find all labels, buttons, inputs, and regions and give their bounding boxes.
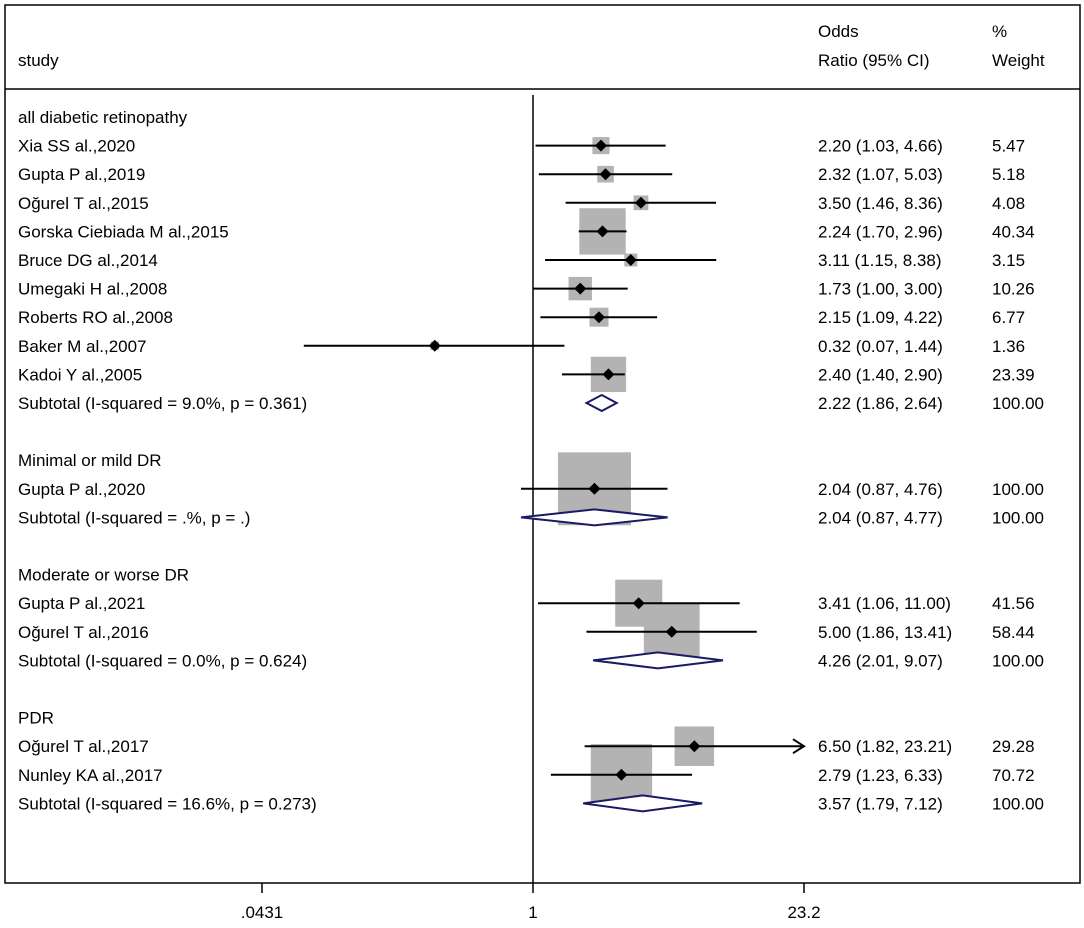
subtotal-label: Subtotal (I-squared = 9.0%, p = 0.361) xyxy=(18,394,307,413)
study-label: Bruce DG al.,2014 xyxy=(18,251,158,270)
point-estimate xyxy=(634,196,647,209)
subtotal-ci-text: 2.22 (1.86, 2.64) xyxy=(818,394,943,413)
subtotal-weight-text: 100.00 xyxy=(992,794,1044,813)
study-ci-text: 2.79 (1.23, 6.33) xyxy=(818,766,943,785)
study-weight-text: 40.34 xyxy=(992,222,1035,241)
subtotal-label: Subtotal (I-squared = 16.6%, p = 0.273) xyxy=(18,794,317,813)
x-tick-label: 23.2 xyxy=(787,903,820,922)
study-weight-text: 58.44 xyxy=(992,623,1035,642)
study-weight-text: 29.28 xyxy=(992,737,1035,756)
odds-ratio-header-line2: Ratio (95% CI) xyxy=(818,51,929,70)
point-estimate xyxy=(594,139,607,152)
point-estimate xyxy=(596,225,609,238)
study-weight-text: 6.77 xyxy=(992,308,1025,327)
subtotal-label: Subtotal (I-squared = 0.0%, p = 0.624) xyxy=(18,651,307,670)
subtotal-ci-text: 2.04 (0.87, 4.77) xyxy=(818,508,943,527)
subtotal-weight-text: 100.00 xyxy=(992,508,1044,527)
study-ci-text: 2.24 (1.70, 2.96) xyxy=(818,222,943,241)
subtotal-weight-text: 100.00 xyxy=(992,651,1044,670)
point-estimate xyxy=(588,482,601,495)
plot-frame xyxy=(4,4,1081,884)
x-tick-label: 1 xyxy=(528,903,537,922)
study-weight-text: 3.15 xyxy=(992,251,1025,270)
study-weight-text: 10.26 xyxy=(992,280,1035,299)
study-column-header: study xyxy=(18,51,59,70)
study-ci-text: 2.20 (1.03, 4.66) xyxy=(818,137,943,156)
group-heading: all diabetic retinopathy xyxy=(18,108,188,127)
study-weight-text: 41.56 xyxy=(992,594,1035,613)
effect-marks xyxy=(303,139,806,813)
x-axis-ticks: .0431 1 23.2 xyxy=(241,883,821,922)
study-weight-text: 5.47 xyxy=(992,137,1025,156)
study-label: Oğurel T al.,2016 xyxy=(18,623,149,642)
odds-ratio-header-line1: Odds xyxy=(818,22,859,41)
ci-arrow xyxy=(792,738,806,755)
study-ci-text: 2.04 (0.87, 4.76) xyxy=(818,480,943,499)
study-label: Kadoi Y al.,2005 xyxy=(18,365,142,384)
study-label: Xia SS al.,2020 xyxy=(18,137,135,156)
study-weight-text: 23.39 xyxy=(992,365,1035,384)
study-weight-text: 5.18 xyxy=(992,165,1025,184)
study-ci-text: 5.00 (1.86, 13.41) xyxy=(818,623,952,642)
subtotal-ci-text: 3.57 (1.79, 7.12) xyxy=(818,794,943,813)
study-ci-text: 1.73 (1.00, 3.00) xyxy=(818,280,943,299)
study-ci-text: 3.11 (1.15, 8.38) xyxy=(818,251,942,270)
point-estimate xyxy=(688,740,701,753)
point-estimate xyxy=(632,597,645,610)
study-ci-text: 3.41 (1.06, 11.00) xyxy=(818,594,951,613)
subtotal-ci-text: 4.26 (2.01, 9.07) xyxy=(818,651,943,670)
point-estimate xyxy=(602,368,615,381)
study-ci-text: 2.32 (1.07, 5.03) xyxy=(818,165,943,184)
subtotal-diamond xyxy=(584,393,619,413)
study-label: Nunley KA al.,2017 xyxy=(18,766,163,785)
study-label: Gupta P al.,2021 xyxy=(18,594,145,613)
study-ci-text: 0.32 (0.07, 1.44) xyxy=(818,337,943,356)
weight-boxes xyxy=(430,137,715,806)
study-label: Umegaki H al.,2008 xyxy=(18,280,167,299)
study-label: Gupta P al.,2019 xyxy=(18,165,145,184)
study-label: Gorska Ciebiada M al.,2015 xyxy=(18,222,229,241)
study-weight-text: 70.72 xyxy=(992,766,1035,785)
study-label: Oğurel T al.,2015 xyxy=(18,194,149,213)
study-label: Roberts RO al.,2008 xyxy=(18,308,173,327)
study-weight-text: 4.08 xyxy=(992,194,1025,213)
study-ci-text: 3.50 (1.46, 8.36) xyxy=(818,194,943,213)
study-label: Gupta P al.,2020 xyxy=(18,480,145,499)
x-tick-label: .0431 xyxy=(241,903,284,922)
subtotal-weight-text: 100.00 xyxy=(992,394,1044,413)
point-estimate xyxy=(428,339,441,352)
group-heading: Minimal or mild DR xyxy=(18,451,162,470)
table-text: all diabetic retinopathy Xia SS al.,2020 2… xyxy=(18,108,1044,813)
study-ci-text: 6.50 (1.82, 23.21) xyxy=(818,737,952,756)
study-label: Oğurel T al.,2017 xyxy=(18,737,149,756)
subtotal-label: Subtotal (I-squared = .%, p = .) xyxy=(18,508,250,527)
study-weight-text: 1.36 xyxy=(992,337,1025,356)
study-label: Baker M al.,2007 xyxy=(18,337,147,356)
point-estimate xyxy=(592,311,605,324)
point-estimate xyxy=(574,282,587,295)
group-heading: PDR xyxy=(18,709,54,728)
point-estimate xyxy=(665,625,678,638)
point-estimate xyxy=(624,254,637,266)
study-ci-text: 2.15 (1.09, 4.22) xyxy=(818,308,943,327)
subtotal-diamond xyxy=(583,794,703,813)
group-heading: Moderate or worse DR xyxy=(18,566,189,585)
weight-header-line1: % xyxy=(992,22,1007,41)
study-weight-text: 100.00 xyxy=(992,480,1044,499)
point-estimate xyxy=(615,768,628,781)
subtotal-diamond xyxy=(520,508,668,527)
point-estimate xyxy=(599,168,612,181)
weight-header-line2: Weight xyxy=(992,51,1045,70)
subtotal-diamond xyxy=(593,651,724,670)
study-ci-text: 2.40 (1.40, 2.90) xyxy=(818,365,943,384)
